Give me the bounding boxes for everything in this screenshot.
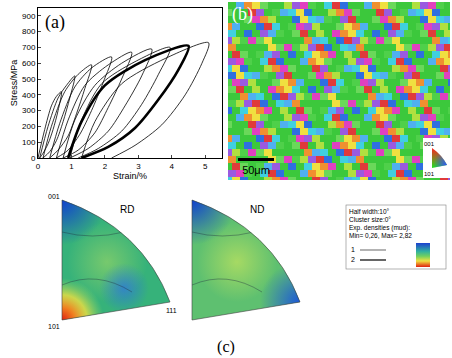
- svg-text:Strain/%: Strain/%: [113, 171, 147, 181]
- svg-text:(a): (a): [45, 12, 65, 33]
- svg-text:300: 300: [22, 106, 36, 115]
- svg-text:Stress/MPa: Stress/MPa: [9, 60, 19, 107]
- svg-text:0: 0: [36, 162, 41, 171]
- svg-text:400: 400: [22, 91, 36, 100]
- svg-text:900: 900: [22, 12, 36, 21]
- svg-text:Half width:10°: Half width:10°: [349, 208, 390, 215]
- svg-text:4: 4: [170, 162, 175, 171]
- svg-text:100: 100: [22, 138, 36, 147]
- svg-text:2: 2: [351, 256, 355, 263]
- svg-text:001: 001: [424, 141, 435, 147]
- svg-text:3: 3: [136, 162, 141, 171]
- svg-text:600: 600: [22, 59, 36, 68]
- svg-text:Exp. densities (mud):: Exp. densities (mud):: [349, 224, 410, 232]
- svg-text:111: 111: [166, 307, 177, 314]
- svg-text:101: 101: [424, 171, 435, 177]
- svg-text:1: 1: [351, 246, 355, 253]
- svg-text:RD: RD: [120, 204, 134, 215]
- svg-text:50μm: 50μm: [242, 164, 270, 176]
- svg-text:500: 500: [22, 75, 36, 84]
- svg-text:ND: ND: [250, 204, 264, 215]
- svg-text:1: 1: [69, 162, 74, 171]
- svg-text:2: 2: [103, 162, 108, 171]
- svg-text:5: 5: [203, 162, 208, 171]
- svg-text:(b): (b): [232, 4, 253, 25]
- svg-text:Min= 0,26, Max= 2,82: Min= 0,26, Max= 2,82: [349, 232, 412, 239]
- svg-text:200: 200: [22, 122, 36, 131]
- svg-text:800: 800: [22, 27, 36, 36]
- svg-text:0: 0: [31, 154, 36, 163]
- svg-text:001: 001: [48, 193, 60, 200]
- svg-text:101: 101: [48, 323, 60, 330]
- svg-text:(c): (c): [217, 338, 235, 356]
- svg-text:700: 700: [22, 43, 36, 52]
- svg-text:Cluster size:0°: Cluster size:0°: [349, 216, 391, 223]
